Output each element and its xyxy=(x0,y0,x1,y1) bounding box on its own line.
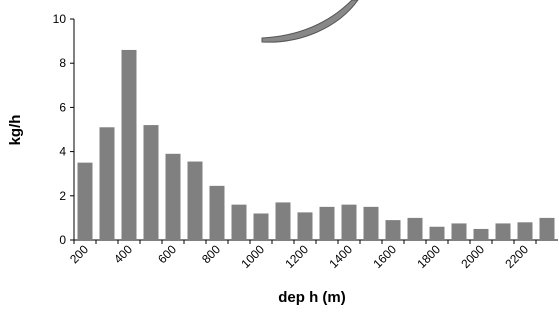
bar xyxy=(518,222,533,240)
x-tick-label: 1000 xyxy=(238,242,267,271)
y-axis-label: kg/h xyxy=(7,115,24,146)
y-tick-label: 6 xyxy=(59,100,66,114)
x-tick-label: 2200 xyxy=(502,242,531,271)
bar xyxy=(452,223,467,240)
x-tick-label: 400 xyxy=(111,242,135,266)
bar xyxy=(474,229,489,240)
x-tick-label: 800 xyxy=(199,242,223,266)
bar xyxy=(540,218,555,240)
bar xyxy=(188,162,203,240)
y-tick-label: 0 xyxy=(59,233,66,247)
bar xyxy=(122,50,137,240)
y-tick-label: 2 xyxy=(59,189,66,203)
chart: dep h (m) kg/h 0 2 4 6 8 10 200 400 600 800 1000 12… xyxy=(0,0,559,316)
bar xyxy=(210,186,225,240)
y-tick-label: 8 xyxy=(59,56,66,70)
x-tick-label: 1800 xyxy=(414,242,443,271)
y-tick-label: 10 xyxy=(53,12,67,26)
y-tick-label: 4 xyxy=(59,145,66,159)
bar xyxy=(364,207,379,240)
x-tick-label: 1600 xyxy=(370,242,399,271)
bar xyxy=(166,154,181,240)
bar xyxy=(276,202,291,240)
bar xyxy=(496,223,511,240)
x-tick-label: 2000 xyxy=(458,242,487,271)
bar xyxy=(144,125,159,240)
bar xyxy=(386,220,401,240)
x-tick-label: 1200 xyxy=(282,242,311,271)
bar xyxy=(232,205,247,240)
x-axis-label: dep h (m) xyxy=(278,289,346,306)
x-tick-label: 600 xyxy=(155,242,179,266)
bar xyxy=(78,163,93,240)
bar xyxy=(100,127,115,240)
x-tick-label: 200 xyxy=(67,242,91,266)
bar xyxy=(254,213,269,240)
bar xyxy=(342,205,357,240)
decoration xyxy=(262,0,358,42)
bar xyxy=(408,218,423,240)
bar xyxy=(298,212,313,240)
bar xyxy=(430,227,445,240)
bar xyxy=(320,207,335,240)
x-tick-label: 1400 xyxy=(326,242,355,271)
